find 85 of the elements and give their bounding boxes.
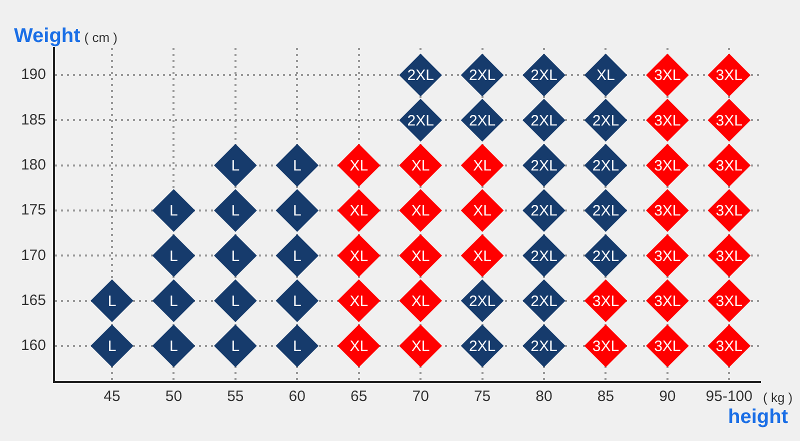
- text: 2XL: [407, 67, 434, 84]
- series-label: XL: [350, 338, 368, 356]
- text: 3XL: [716, 248, 742, 265]
- text: 2XL: [592, 112, 620, 130]
- y-tick-label: 190: [20, 66, 46, 84]
- text: 3XL: [716, 112, 742, 130]
- x-tick-label: 85: [597, 388, 614, 406]
- text: 2XL: [468, 67, 496, 84]
- text: L: [292, 157, 302, 174]
- series-label: 3XL: [654, 338, 681, 356]
- text: L: [170, 248, 178, 265]
- x-tick-label: 90: [659, 388, 676, 406]
- text: XL: [350, 248, 368, 265]
- text: 2XL: [468, 112, 496, 130]
- text: 3XL: [654, 67, 681, 84]
- text: 3XL: [592, 338, 620, 356]
- text: 2XL: [530, 292, 558, 310]
- x-tick-label: 95-100: [706, 388, 753, 406]
- text: XL: [350, 202, 368, 220]
- text: 2XL: [530, 338, 558, 356]
- x-tick-label: 60: [288, 388, 306, 406]
- text: 2XL: [530, 67, 558, 84]
- text: XL: [473, 248, 492, 265]
- text: ( cm ): [84, 30, 118, 45]
- text: XL: [473, 157, 492, 174]
- text: 2XL: [468, 292, 496, 310]
- text: 2XL: [592, 202, 620, 220]
- text: L: [231, 338, 240, 356]
- y-tick-label: 175: [20, 202, 46, 219]
- x-axis-title: height: [728, 406, 788, 429]
- text: 2XL: [530, 248, 558, 265]
- text: 3XL: [654, 157, 681, 174]
- text: L: [108, 338, 116, 356]
- series-label: 2XL: [468, 338, 496, 356]
- text: 3XL: [654, 202, 681, 220]
- text: ( kg ): [763, 390, 793, 405]
- text: XL: [411, 157, 430, 174]
- text: 2XL: [407, 112, 434, 130]
- text: 3XL: [654, 112, 681, 130]
- x-tick-label: 45: [104, 388, 120, 406]
- text: XL: [350, 292, 368, 310]
- text: XL: [411, 292, 430, 310]
- y-tick-label: 160: [20, 337, 46, 354]
- text: XL: [473, 202, 492, 220]
- text: L: [231, 292, 240, 310]
- text: XL: [411, 338, 430, 356]
- text: XL: [411, 202, 430, 220]
- x-tick-label: 55: [227, 388, 244, 406]
- text: 3XL: [716, 157, 742, 174]
- text: 3XL: [716, 67, 742, 84]
- text: 2XL: [530, 202, 558, 220]
- text: 2XL: [530, 112, 558, 130]
- text: 3XL: [654, 292, 681, 310]
- x-tick-label: 50: [165, 388, 182, 406]
- text: 2XL: [592, 157, 620, 174]
- text: 3XL: [592, 292, 620, 310]
- y-tick-label: 180: [20, 156, 46, 174]
- text: L: [170, 202, 178, 220]
- y-axis-title: Weight: [14, 25, 80, 47]
- text: L: [170, 292, 178, 310]
- text: XL: [411, 248, 430, 265]
- x-tick-label: 70: [412, 388, 429, 406]
- text: 3XL: [716, 338, 742, 356]
- text: L: [292, 338, 302, 356]
- text: L: [231, 202, 240, 220]
- text: L: [108, 292, 116, 310]
- text: L: [231, 157, 240, 174]
- text: L: [231, 248, 240, 265]
- x-tick-label: 75: [474, 388, 491, 406]
- text: XL: [350, 157, 368, 174]
- text: L: [292, 292, 302, 310]
- series-label: L: [170, 338, 178, 356]
- y-tick-label: 170: [20, 246, 46, 264]
- text: XL: [596, 67, 615, 84]
- text: 3XL: [716, 202, 742, 220]
- x-tick-label: 80: [536, 388, 552, 406]
- text: L: [292, 202, 302, 220]
- text: 3XL: [654, 248, 681, 265]
- y-tick-label: 185: [20, 111, 46, 128]
- text: L: [292, 248, 302, 265]
- text: 2XL: [592, 248, 620, 265]
- y-tick-label: 165: [20, 292, 46, 309]
- text: 2XL: [530, 157, 558, 174]
- text: 3XL: [716, 292, 742, 310]
- x-tick-label: 65: [350, 388, 368, 406]
